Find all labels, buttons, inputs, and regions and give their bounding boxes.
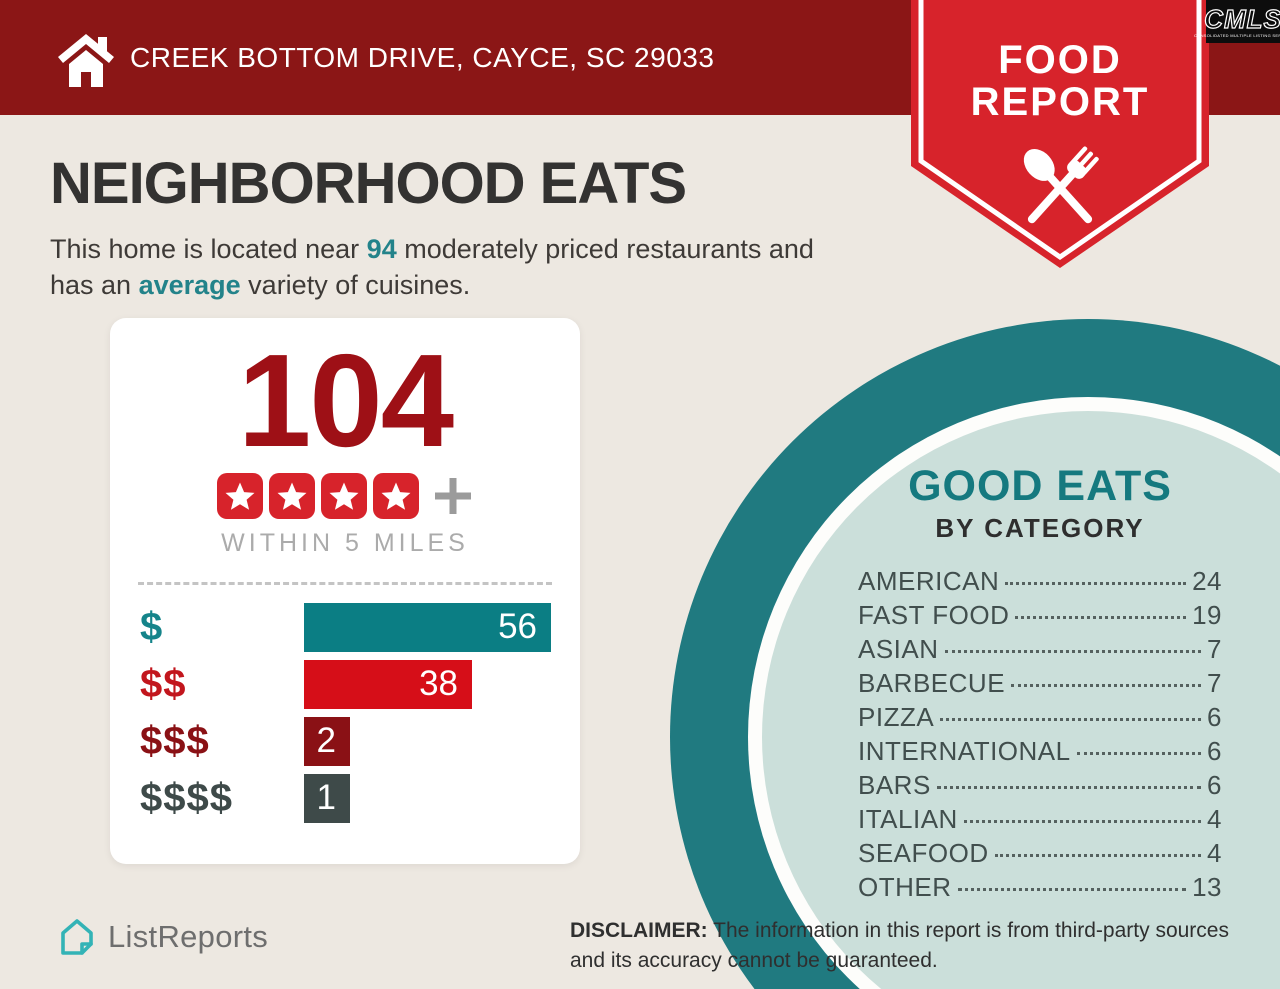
dotted-leader (963, 820, 1202, 823)
crossed-spoon-fork-icon (1023, 146, 1099, 224)
star-icon (373, 472, 419, 519)
bar-row: $56 (140, 602, 580, 652)
star-icon (321, 472, 367, 519)
bar-row: $$$ 2 (140, 716, 580, 766)
category-row: ASIAN 7 (858, 634, 1222, 668)
dotted-leader (936, 786, 1202, 789)
price-tier-label: $$ (140, 661, 187, 706)
category-row: BARBECUE 7 (858, 668, 1222, 702)
disclaimer-text: The information in this report is from t… (570, 919, 1229, 973)
category-label: OTHER (858, 872, 952, 902)
price-tier-bar: 1 (304, 773, 350, 823)
subtitle-text: variety of cuisines. (240, 269, 471, 300)
dotted-leader (994, 854, 1202, 857)
disclaimer-label: DISCLAIMER: (570, 919, 708, 942)
home-icon (56, 28, 116, 95)
category-row: SEAFOOD 4 (858, 838, 1222, 872)
category-value: 6 (1207, 702, 1222, 732)
category-row: PIZZA 6 (858, 702, 1222, 736)
category-row: OTHER 13 (858, 872, 1222, 906)
price-tier-value: 56 (498, 607, 537, 647)
category-value: 7 (1207, 634, 1222, 664)
price-tier-label: $$$$ (140, 775, 233, 820)
category-label: ASIAN (858, 634, 939, 664)
category-row: AMERICAN 24 (858, 566, 1222, 600)
category-label: ITALIAN (858, 804, 958, 834)
house-page-icon (61, 919, 93, 955)
category-value: 6 (1207, 736, 1222, 766)
category-value: 6 (1207, 770, 1222, 800)
bar-row: $$ 38 (140, 659, 580, 709)
category-label: AMERICAN (858, 566, 1000, 596)
category-row: FAST FOOD 19 (858, 600, 1222, 634)
total-restaurants-value: 104 (237, 327, 454, 474)
category-list: AMERICAN 24 FAST FOOD 19 ASIAN 7 BARBECUE 7 PIZZ… (858, 566, 1222, 906)
dotted-leader (1005, 582, 1187, 585)
category-label: INTERNATIONAL (858, 736, 1071, 766)
restaurant-count-highlight: 94 (366, 234, 397, 264)
subtitle-text: This home is located near (50, 234, 367, 264)
price-tier-value: 38 (419, 664, 458, 704)
dotted-leader (1015, 616, 1187, 619)
good-eats-title: GOOD EATS (908, 462, 1172, 510)
star-rating (110, 472, 580, 519)
category-label: FAST FOOD (858, 600, 1010, 630)
subtitle-text: has an (50, 269, 139, 300)
cmls-logo: CMLS CONSOLIDATED MULTIPLE LISTING SERVI… (1194, 0, 1280, 43)
page-title: NEIGHBORHOOD EATS (50, 151, 687, 216)
category-value: 13 (1192, 872, 1222, 902)
ribbon-line2: REPORT (971, 80, 1150, 124)
dotted-leader (1011, 684, 1202, 687)
plus-icon (435, 477, 471, 514)
subtitle-text: moderately priced restaurants and (396, 234, 814, 264)
page-subtitle: This home is located near 94 moderately … (50, 232, 910, 303)
dashed-divider (138, 581, 552, 585)
good-eats-panel: GOOD EATS BY CATEGORY AMERICAN 24 FAST FOO… (858, 462, 1222, 906)
dotted-leader (940, 718, 1202, 721)
brand-name: ListReports (108, 919, 269, 954)
price-tier-value: 2 (316, 721, 336, 761)
ribbon-line1: FOOD (998, 38, 1122, 82)
price-bar-chart: $56 $$ 38 $$$ 2 $$$$ 1 (110, 602, 580, 823)
price-tier-bar: 2 (304, 716, 350, 766)
cmls-logo-text: CMLS (1204, 3, 1280, 34)
restaurant-stats-card: 104 WITHIN 5 MILES $56 $$ 38 $$$ 2 $$$$ 1 (110, 318, 580, 864)
category-label: PIZZA (858, 702, 935, 732)
category-label: BARBECUE (858, 668, 1006, 698)
property-address: CREEK BOTTOM DRIVE, CAYCE, SC 29033 (130, 41, 715, 73)
category-value: 4 (1207, 804, 1222, 834)
category-value: 4 (1207, 838, 1222, 868)
dotted-leader (1076, 752, 1202, 755)
category-label: SEAFOOD (858, 838, 989, 868)
price-tier-label: $$$ (140, 718, 210, 763)
price-tier-bar: 38 (304, 659, 472, 709)
listreports-logo: ListReports (56, 916, 268, 958)
category-row: INTERNATIONAL 6 (858, 736, 1222, 770)
disclaimer: DISCLAIMER: The information in this repo… (570, 916, 1235, 977)
star-icon (269, 472, 315, 519)
price-tier-bar: 56 (304, 602, 551, 652)
cmls-logo-subtext: CONSOLIDATED MULTIPLE LISTING SERVICE (1194, 32, 1280, 38)
food-report-ribbon: FOOD REPORT (911, 0, 1209, 277)
star-icon (217, 472, 263, 519)
price-tier-label: $ (140, 604, 164, 649)
good-eats-subtitle: BY CATEGORY (935, 513, 1145, 543)
category-row: BARS 6 (858, 770, 1222, 804)
category-row: ITALIAN 4 (858, 804, 1222, 838)
price-tier-value: 1 (316, 778, 336, 818)
bar-row: $$$$ 1 (140, 773, 580, 823)
dotted-leader (957, 888, 1187, 891)
category-value: 19 (1192, 600, 1222, 630)
category-value: 24 (1192, 566, 1222, 596)
category-label: BARS (858, 770, 931, 800)
category-value: 7 (1207, 668, 1222, 698)
radius-label: WITHIN 5 MILES (221, 528, 469, 557)
variety-highlight: average (138, 269, 241, 300)
dotted-leader (944, 650, 1202, 653)
